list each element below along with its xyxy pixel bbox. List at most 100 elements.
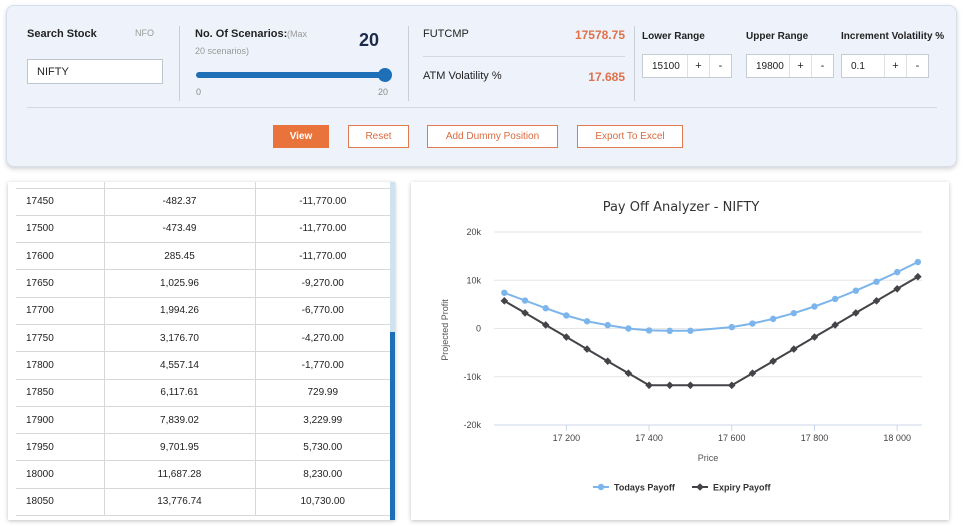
todays-payoff-point[interactable] bbox=[769, 315, 777, 323]
todays-payoff-point[interactable] bbox=[852, 287, 860, 294]
y-tick-label: 20k bbox=[466, 227, 481, 237]
lower-range-plus-button[interactable]: + bbox=[687, 55, 709, 77]
legend-expiry-payoff-label[interactable]: Expiry Payoff bbox=[713, 483, 772, 493]
lower-range-minus-button[interactable]: - bbox=[709, 55, 731, 77]
table-row: 17950 9,701.95 5,730.00 bbox=[16, 433, 390, 462]
todays-payoff-point[interactable] bbox=[749, 320, 756, 327]
expiry-payoff-point[interactable] bbox=[521, 309, 529, 317]
todays-payoff-cell: 11,687.28 bbox=[104, 460, 256, 489]
todays-payoff-point[interactable] bbox=[687, 327, 694, 334]
expiry-payoff-cell: -9,270.00 bbox=[255, 269, 390, 298]
increment-volatility-minus-button[interactable]: - bbox=[906, 55, 928, 77]
todays-payoff-point[interactable] bbox=[728, 323, 735, 331]
expiry-payoff-point[interactable] bbox=[686, 381, 695, 390]
expiry-payoff-point[interactable] bbox=[603, 357, 612, 365]
scenarios-label: No. Of Scenarios: bbox=[195, 28, 288, 40]
expiry-payoff-cell: -4,270.00 bbox=[255, 324, 390, 353]
scenarios-count: 20 bbox=[359, 30, 380, 50]
price-cell: 18000 bbox=[16, 460, 105, 489]
todays-payoff-point[interactable] bbox=[542, 305, 549, 312]
expiry-payoff-cell: 10,730.00 bbox=[255, 488, 390, 517]
todays-payoff-point[interactable] bbox=[521, 297, 529, 304]
todays-payoff-point[interactable] bbox=[873, 278, 880, 285]
expiry-payoff-point[interactable] bbox=[665, 381, 674, 390]
search-stock-input[interactable] bbox=[27, 59, 163, 84]
table-row-partial bbox=[16, 182, 390, 189]
expiry-payoff-point[interactable] bbox=[831, 321, 839, 329]
todays-payoff-point[interactable] bbox=[583, 318, 591, 325]
x-tick-label: 18 000 bbox=[883, 433, 911, 443]
todays-payoff-cell: -482.37 bbox=[104, 188, 256, 216]
expiry-payoff-point[interactable] bbox=[727, 381, 736, 390]
price-cell: 17850 bbox=[16, 379, 105, 407]
futcmp-value: 17578.75 bbox=[574, 28, 625, 42]
todays-payoff-cell: 1,025.96 bbox=[104, 269, 256, 298]
view-button[interactable]: View bbox=[273, 125, 329, 148]
increment-volatility-plus-button[interactable]: + bbox=[884, 55, 906, 77]
table-row: 17750 3,176.70 -4,270.00 bbox=[16, 324, 390, 353]
y-axis-label: Projected Profit bbox=[440, 299, 450, 361]
upper-range-label: Upper Range bbox=[746, 31, 809, 42]
todays-payoff-point[interactable] bbox=[563, 312, 570, 319]
expiry-payoff-line bbox=[503, 275, 919, 387]
todays-payoff-point[interactable] bbox=[666, 327, 673, 335]
todays-payoff-cell: 4,557.14 bbox=[104, 351, 256, 380]
increment-volatility-value[interactable]: 0.1 bbox=[851, 60, 865, 72]
table-row: 17700 1,994.26 -6,770.00 bbox=[16, 297, 390, 325]
scenario-table: 17450 -482.37 -11,770.00 17500 -473.49 -11,77… bbox=[16, 182, 390, 517]
upper-range-stepper: 19800 + - bbox=[746, 54, 834, 78]
todays-payoff-point[interactable] bbox=[811, 303, 818, 310]
scenarios-slider[interactable] bbox=[196, 72, 385, 78]
todays-payoff-point[interactable] bbox=[893, 268, 901, 276]
add-dummy-position-button[interactable]: Add Dummy Position bbox=[427, 125, 558, 148]
expiry-payoff-point[interactable] bbox=[790, 345, 798, 353]
todays-payoff-point[interactable] bbox=[604, 321, 611, 329]
todays-payoff-point[interactable] bbox=[625, 325, 632, 332]
expiry-payoff-point[interactable] bbox=[893, 284, 901, 293]
expiry-payoff-point[interactable] bbox=[748, 369, 757, 378]
todays-payoff-point[interactable] bbox=[914, 258, 922, 266]
expiry-payoff-point[interactable] bbox=[562, 333, 571, 341]
lower-range-value[interactable]: 15100 bbox=[652, 60, 680, 72]
x-axis-label: Price bbox=[698, 453, 719, 463]
expiry-payoff-point[interactable] bbox=[769, 357, 777, 365]
scenario-table-panel: 17450 -482.37 -11,770.00 17500 -473.49 -11,77… bbox=[8, 182, 395, 520]
todays-payoff-line bbox=[503, 261, 919, 332]
expiry-payoff-point[interactable] bbox=[583, 345, 591, 353]
divider bbox=[423, 56, 625, 57]
expiry-payoff-point[interactable] bbox=[645, 381, 653, 390]
expiry-payoff-point[interactable] bbox=[624, 369, 633, 378]
scenarios-slider-handle[interactable] bbox=[378, 68, 392, 82]
expiry-payoff-point[interactable] bbox=[541, 321, 550, 329]
table-scrollbar-thumb[interactable] bbox=[390, 332, 395, 520]
expiry-payoff-point[interactable] bbox=[810, 333, 819, 341]
x-tick-label: 17 200 bbox=[553, 433, 581, 443]
price-cell: 17500 bbox=[16, 215, 105, 244]
reset-button[interactable]: Reset bbox=[348, 125, 409, 148]
upper-range-minus-button[interactable]: - bbox=[811, 55, 833, 77]
increment-volatility-label: Increment Volatility % bbox=[841, 31, 945, 42]
todays-payoff-point[interactable] bbox=[501, 289, 508, 296]
todays-payoff-cell: 6,117.61 bbox=[104, 379, 256, 407]
legend-todays-payoff-label[interactable]: Todays Payoff bbox=[614, 483, 676, 493]
expiry-payoff-point[interactable] bbox=[500, 297, 509, 305]
table-row: 17450 -482.37 -11,770.00 bbox=[16, 188, 390, 216]
expiry-payoff-point[interactable] bbox=[852, 309, 860, 317]
price-cell: 18050 bbox=[16, 488, 105, 517]
expiry-payoff-point[interactable] bbox=[914, 272, 922, 281]
todays-payoff-point[interactable] bbox=[790, 309, 798, 317]
expiry-payoff-cell: -11,770.00 bbox=[255, 242, 390, 271]
upper-range-value[interactable]: 19800 bbox=[756, 60, 784, 72]
export-excel-button[interactable]: Export To Excel bbox=[577, 125, 683, 148]
todays-payoff-point[interactable] bbox=[831, 295, 839, 303]
expiry-payoff-point[interactable] bbox=[872, 297, 881, 305]
y-tick-label: -20k bbox=[463, 420, 481, 430]
y-tick-label: 0 bbox=[476, 324, 481, 334]
todays-payoff-point[interactable] bbox=[645, 327, 653, 334]
expiry-payoff-cell: 5,730.00 bbox=[255, 433, 390, 462]
atm-volatility-label: ATM Volatility % bbox=[423, 70, 502, 82]
slider-max-label: 20 bbox=[378, 87, 389, 97]
todays-payoff-cell: 13,776.74 bbox=[104, 488, 256, 517]
lower-range-stepper: 15100 + - bbox=[642, 54, 732, 78]
upper-range-plus-button[interactable]: + bbox=[789, 55, 811, 77]
